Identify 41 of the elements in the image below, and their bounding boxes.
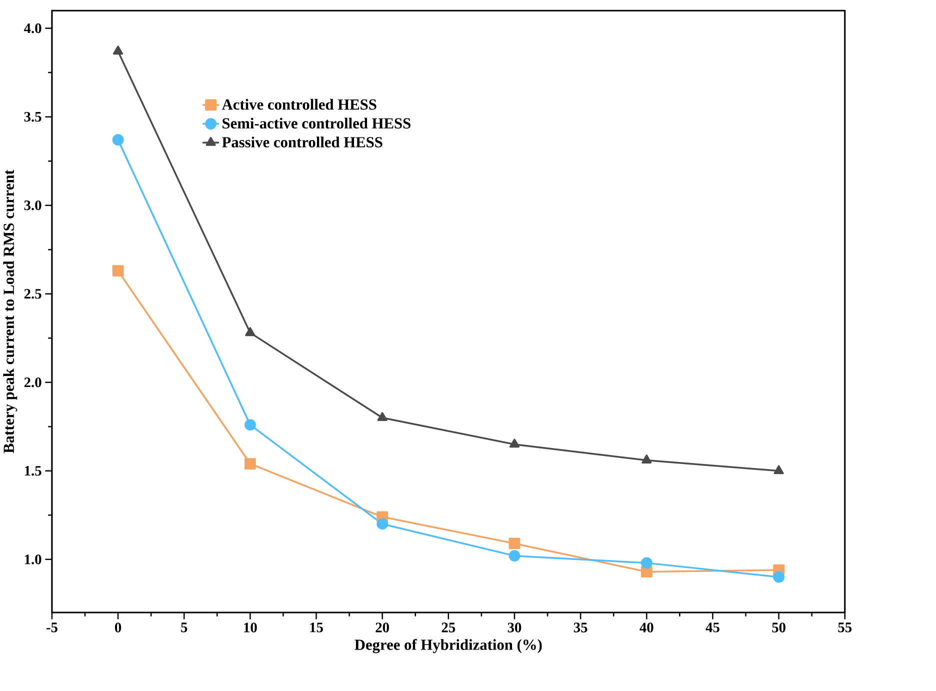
- x-tick-label: 40: [640, 622, 654, 633]
- x-tick-label: 20: [376, 622, 389, 633]
- legend-label: Active controlled HESS: [222, 99, 376, 110]
- x-tick-label: 35: [574, 622, 588, 633]
- point: [112, 46, 124, 55]
- point: [112, 265, 124, 277]
- x-tick-label: 55: [838, 622, 852, 632]
- point: [508, 550, 520, 562]
- y-axis-title: Battery peak current to Load RMS current: [3, 170, 18, 454]
- point: [773, 572, 784, 583]
- x-tick-label: 15: [310, 622, 323, 632]
- x-tick-label: 5: [181, 622, 188, 632]
- x-tick-label: 30: [508, 622, 522, 633]
- x-tick-label: 10: [244, 622, 257, 633]
- x-axis-title: Degree of Hybridization (%): [354, 639, 542, 654]
- point: [244, 419, 256, 431]
- point: [774, 465, 784, 474]
- point: [640, 566, 652, 578]
- x-tick-label: 50: [772, 622, 786, 633]
- y-tick-label: 1.5: [24, 466, 42, 476]
- point: [509, 438, 520, 448]
- legend-label: Passive controlled HESS: [222, 136, 382, 148]
- y-tick-label: 2.5: [24, 289, 42, 299]
- point: [112, 134, 124, 146]
- y-tick-label: 4.0: [24, 24, 42, 34]
- point: [508, 538, 520, 550]
- point: [640, 557, 652, 569]
- x-tick-label: 45: [706, 622, 720, 632]
- y-tick-label: 1.0: [24, 554, 42, 564]
- point: [244, 458, 256, 470]
- y-tick-label: 3.5: [24, 112, 42, 122]
- y-tick-label: 3.0: [24, 200, 42, 210]
- y-tick-label: 2.0: [24, 378, 42, 388]
- point: [245, 327, 256, 336]
- point: [377, 412, 388, 422]
- point: [642, 454, 652, 464]
- x-tick-label: 25: [442, 622, 456, 633]
- legend-label: Semi-active controlled HESS: [222, 118, 410, 129]
- x-tick-label: 0: [114, 622, 122, 633]
- x-tick-label: -5: [46, 622, 58, 632]
- point: [376, 518, 388, 530]
